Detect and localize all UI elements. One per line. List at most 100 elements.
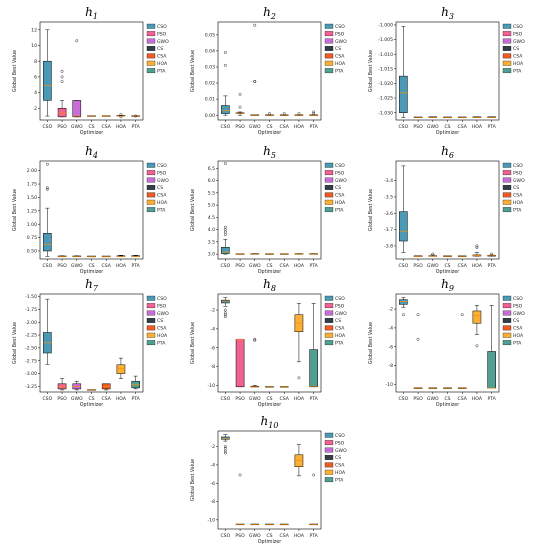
y-axis-label: Global Best Value [190,189,196,231]
legend-swatch [324,38,334,44]
box-pso [413,313,423,389]
legend-label: CSA [513,54,523,60]
legend-label: CSO [335,163,345,169]
x-tick-label: CSA [280,124,290,130]
y-tick-label: -2 [210,308,215,314]
legend-swatch [146,332,156,338]
legend-label: CS [157,318,163,324]
legend-label: GWO [157,39,169,45]
box-pso [413,255,423,257]
legend-swatch [146,170,156,176]
y-tick-label: -6 [388,344,393,350]
box-body [235,338,245,388]
y-tick-label: 6 [34,74,37,80]
panel-title-subscript: 2 [270,12,276,21]
x-tick-label: GWO [249,124,261,130]
legend-swatch [502,192,512,198]
y-tick-label: 12 [31,27,37,33]
panel-title-subscript: 6 [449,151,454,160]
x-axis-label: Optimizer [258,539,282,545]
y-tick-label: -3.5 [384,195,393,201]
y-tick-label: 4 [34,90,37,96]
y-tick-label: -2.25 [25,333,37,339]
legend-label: CSA [335,193,345,199]
legend-label: CSA [157,326,167,332]
box-gwo [250,253,260,255]
legend-swatch [146,38,156,44]
axes-frame [217,430,322,530]
y-axis-label: Global Best Value [12,189,18,231]
panel-title: h7 [85,277,99,293]
outlier-point [253,337,257,341]
outlier-point [223,233,227,236]
y-tick-label: -8 [388,363,393,369]
y-tick-label: -3.6 [384,211,393,217]
y-tick-label: -8 [210,364,215,370]
box-csa [279,112,289,116]
box-cs [443,255,452,257]
legend-swatch [502,53,512,59]
outlier-point [134,114,138,118]
legend-swatch [324,46,334,51]
legend-label: HOA [335,61,346,67]
box-gwo [72,380,82,391]
legend-label: PSO [157,31,167,37]
y-tick-label: -4 [210,462,215,468]
box-cs [87,255,96,258]
legend-label: PTA [513,207,522,213]
x-tick-label: CSO [220,396,230,402]
x-tick-label: HOA [116,263,127,269]
box-body [399,75,408,113]
x-tick-label: CSA [280,263,290,269]
box-pta [309,110,318,116]
x-tick-label: GWO [427,396,439,402]
y-tick-label: -6 [210,481,215,487]
legend-swatch [324,162,334,168]
box-pta [487,252,496,257]
x-tick-label: PTA [131,263,140,269]
legend-swatch [502,325,512,331]
y-tick-label: 0.04 [205,49,215,55]
legend-label: GWO [157,311,169,317]
x-tick-label: PTA [309,533,318,539]
x-tick-label: CS [266,263,272,269]
panel-title-letter: h [85,144,93,158]
box-csa [101,255,111,258]
outlier-point [45,162,49,166]
panel-title-letter: h [441,5,449,19]
y-axis-label: Global Best Value [190,50,196,92]
box-hoa [472,116,482,118]
outlier-point [490,252,494,256]
box-cso [399,26,408,118]
x-tick-label: CS [444,263,450,269]
legend-label: CSO [513,296,523,302]
outlier-point [297,112,301,115]
y-tick-label: 3.5 [208,239,215,245]
y-axis-label: Global Best Value [190,459,196,501]
legend-swatch [502,318,512,323]
panel-title: h6 [441,144,454,160]
box-pso [235,92,245,116]
y-tick-label: 4.5 [208,215,215,221]
box-body [221,105,230,114]
y-tick-label: -2 [210,444,215,450]
legend-swatch [324,199,334,205]
y-tick-label: 0.05 [205,32,215,38]
outlier-point [268,112,271,115]
legend-swatch [502,340,512,346]
legend-swatch [324,455,334,460]
x-tick-label: HOA [116,124,127,130]
outlier-point [223,230,227,234]
y-tick-label: -1.030 [378,110,393,116]
legend-swatch [146,303,156,309]
outlier-point [253,338,257,342]
box-hoa [294,444,304,477]
x-tick-label: CS [444,396,450,402]
legend-label: PTA [335,340,344,346]
outlier-point [475,246,479,249]
outlier-point [253,23,257,27]
